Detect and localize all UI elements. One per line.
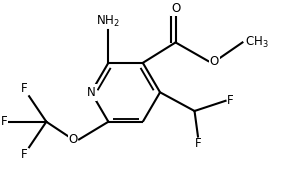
Text: NH$_2$: NH$_2$ — [96, 14, 120, 29]
Text: F: F — [227, 94, 234, 107]
Text: F: F — [195, 137, 201, 150]
Text: F: F — [21, 82, 28, 95]
Text: F: F — [0, 115, 7, 128]
Text: O: O — [210, 55, 219, 68]
Text: F: F — [21, 148, 28, 161]
Text: N: N — [87, 86, 96, 99]
Text: O: O — [69, 133, 78, 146]
Text: O: O — [171, 2, 180, 15]
Text: CH$_3$: CH$_3$ — [245, 35, 269, 50]
